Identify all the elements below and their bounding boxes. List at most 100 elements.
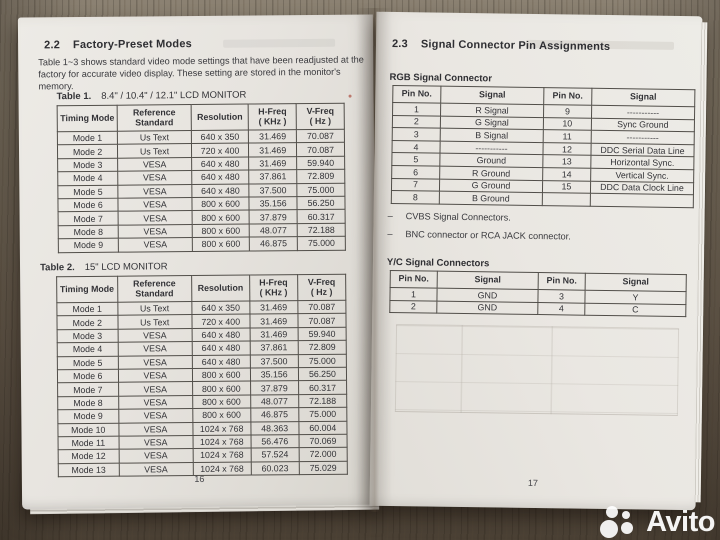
table-cell: GND <box>436 300 538 315</box>
table-cell: 70.087 <box>297 300 346 315</box>
table-cell: 9 <box>543 104 592 118</box>
note-dash: – <box>387 228 393 239</box>
table-cell: VESA <box>117 328 193 343</box>
table-cell: C <box>584 302 686 317</box>
table-cell: 75.000 <box>298 407 347 422</box>
column-header: V-Freq ( Hz ) <box>297 274 346 301</box>
table-cell: 57.524 <box>250 447 300 462</box>
yc-connector-heading: Y/C Signal Connectors <box>386 256 490 270</box>
table-cell: 31.469 <box>248 143 297 157</box>
lcd-monitor-table-1: Timing Mode Reference Standard Resolution H… <box>56 102 346 253</box>
table1-caption: Table 1. 8.4" / 10.4" / 12.1" LCD MONITOR <box>57 90 247 103</box>
table-cell: 37.500 <box>249 183 298 197</box>
table-cell: 800 x 600 <box>192 237 250 252</box>
table-cell: 12 <box>542 142 592 156</box>
table-cell: 72.000 <box>298 447 348 462</box>
table-cell: 3 <box>537 289 586 303</box>
table-cell: 56.250 <box>298 367 347 381</box>
table-cell: VESA <box>117 341 193 356</box>
table-cell: 800 x 600 <box>192 394 251 409</box>
table-cell: 720 x 400 <box>191 314 250 329</box>
table-cell: VESA <box>118 381 193 396</box>
table-cell: Us Text <box>117 301 192 316</box>
table-cell: 640 x 480 <box>191 170 250 185</box>
table-cell: 4 <box>537 302 585 316</box>
table-cell: 37.879 <box>250 380 299 395</box>
column-header: Signal <box>437 271 539 290</box>
table-cell: 800 x 600 <box>191 210 250 225</box>
table-cell: VESA <box>117 368 193 383</box>
section-title: Signal Connector Pin Assignments <box>420 38 611 54</box>
rgb-connector-heading: RGB Signal Connector <box>389 71 493 85</box>
table-cell: VESA <box>118 435 193 450</box>
table-cell: 48.363 <box>250 421 299 435</box>
table-cell: VESA <box>117 355 193 370</box>
table-cell: VESA <box>118 408 193 423</box>
table-cell: 46.875 <box>250 407 299 422</box>
table-cell: 2 <box>392 115 441 129</box>
rgb-signal-connector-table: Pin No. Signal Pin No. Signal 1 R Signal 9 ----… <box>390 84 696 208</box>
column-header: Reference Standard <box>117 104 192 132</box>
column-header: V-Freq ( Hz ) <box>296 103 345 130</box>
table-cell: 35.156 <box>249 196 298 211</box>
table-cell: 1024 x 768 <box>192 421 251 436</box>
table-cell: 800 x 600 <box>192 408 251 423</box>
table-cell: 1024 x 768 <box>192 434 251 449</box>
table-cell: Mode 4 <box>57 171 118 186</box>
column-header: Pin No. <box>543 87 592 106</box>
print-bleed-ghost-table <box>394 324 680 416</box>
table-cell: B Ground <box>439 191 543 206</box>
table-cell: 640 x 350 <box>191 301 250 315</box>
table-cell: 60.004 <box>298 420 348 435</box>
table-cell: 48.077 <box>250 394 299 409</box>
table-cell: 60.317 <box>297 209 346 224</box>
table-cell: 640 x 480 <box>191 183 250 198</box>
logo-dot <box>622 511 631 519</box>
table-header-row: Timing Mode Reference Standard Resolution H… <box>57 103 345 132</box>
table2-caption-label: Table 2. <box>39 262 75 274</box>
table-cell: 14 <box>542 167 591 181</box>
intro-paragraph: Table 1~3 shows standard video mode sett… <box>38 54 364 91</box>
table-cell: Mode 7 <box>57 382 119 397</box>
column-header: Resolution <box>191 275 250 302</box>
table-cell: VESA <box>118 448 194 463</box>
column-header: Reference Standard <box>117 275 192 303</box>
table-cell: 72.188 <box>297 222 346 237</box>
table-cell: 640 x 480 <box>192 354 251 369</box>
section-title: Factory-Preset Modes <box>72 38 192 52</box>
table-cell: VESA <box>118 395 193 410</box>
table-cell: VESA <box>118 237 193 252</box>
table-cell: VESA <box>118 210 193 225</box>
table-cell: 13 <box>542 154 591 169</box>
table-cell: 720 x 400 <box>191 143 249 158</box>
table-cell: Mode 6 <box>57 369 119 384</box>
table-cell: 800 x 600 <box>192 367 251 382</box>
table-cell: Mode 5 <box>57 355 118 370</box>
table-cell: 72.188 <box>298 393 347 408</box>
table-cell: 37.879 <box>249 209 298 224</box>
table-cell: 800 x 600 <box>191 196 250 211</box>
column-header: Signal <box>591 88 695 107</box>
logo-dot <box>621 522 634 534</box>
table-cell: 31.469 <box>248 129 297 144</box>
column-header: H-Freq ( KHz ) <box>248 103 297 131</box>
section-number: 2.3 <box>391 37 409 51</box>
table2-caption: Table 2. 15" LCD MONITOR <box>40 261 168 273</box>
table-cell: Mode 8 <box>58 224 119 239</box>
table-cell: 70.087 <box>297 313 347 328</box>
column-header: Pin No. <box>390 270 438 289</box>
table-cell: VESA <box>117 184 192 199</box>
table-cell: Us Text <box>117 314 192 329</box>
table-cell: 640 x 350 <box>191 130 249 144</box>
table-cell: Mode 5 <box>57 184 119 199</box>
table-cell: 2 <box>389 300 437 314</box>
table-cell <box>542 192 591 207</box>
table-cell: Mode 3 <box>57 157 118 172</box>
column-header: Resolution <box>191 104 249 131</box>
column-header: Timing Mode <box>57 105 118 132</box>
column-header: H-Freq ( KHz ) <box>249 274 298 302</box>
table-cell: 75.000 <box>296 182 345 197</box>
table-header-row: Timing Mode Reference Standard Resolution H… <box>56 274 346 303</box>
note-text: CVBS Signal Connectors. <box>405 211 511 223</box>
table-cell: Mode 7 <box>58 211 119 226</box>
